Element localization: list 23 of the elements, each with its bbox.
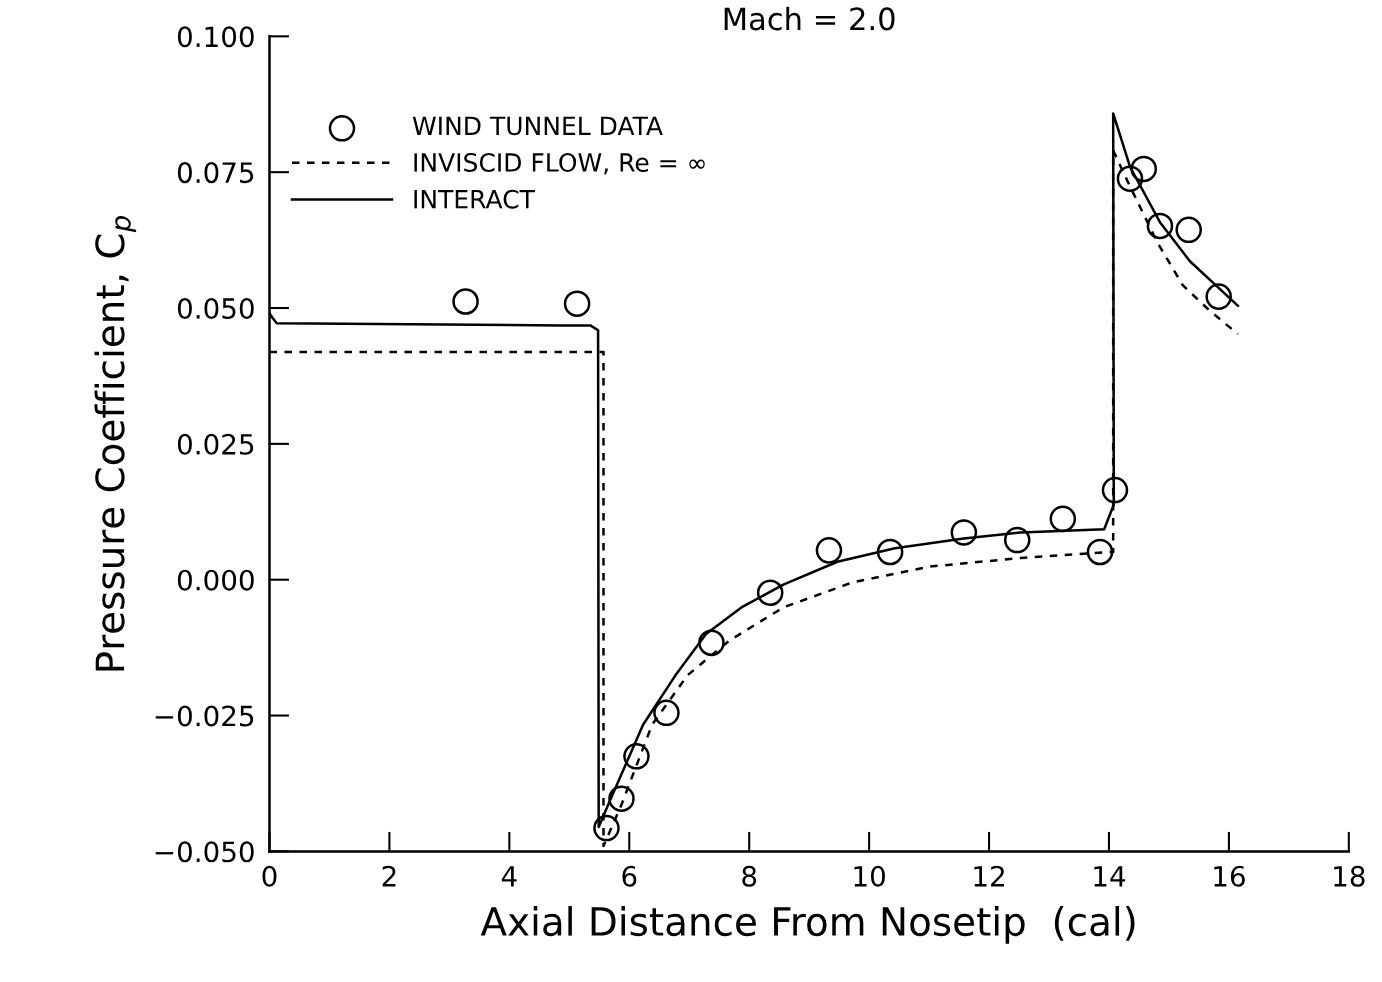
y-tick-label: 0.025 [177, 433, 254, 455]
legend-label: WIND TUNNEL DATA [412, 116, 663, 136]
y-tick-label: −0.025 [155, 705, 254, 727]
x-axis-title: Axial Distance From Nosetip (cal) [480, 906, 1135, 944]
x-tick-label: 4 [501, 866, 517, 887]
x-tick-label: 12 [974, 865, 1004, 887]
y-axis-title: Pressure Coefficient, C$_{p}$ [94, 216, 137, 671]
y-tick-label: 0.100 [177, 26, 254, 48]
x-tick-label: 14 [1094, 866, 1126, 887]
x-tick-label: 0 [262, 865, 277, 887]
chart-title: Mach = 2.0 [724, 6, 895, 31]
legend-label: INVISCID FLOW, Re = ∞ [414, 153, 705, 175]
y-tick-label: 0.050 [177, 297, 254, 319]
x-tick-label: 18 [1334, 865, 1365, 887]
y-tick-label: 0.075 [177, 162, 254, 184]
x-tick-label: 16 [1214, 865, 1245, 887]
legend-label: INTERACT [414, 189, 535, 209]
y-tick-label: 0.000 [177, 569, 254, 591]
y-tick-label: −0.050 [155, 841, 254, 863]
x-tick-label: 8 [742, 865, 757, 887]
x-tick-label: 2 [382, 865, 396, 887]
x-tick-label: 10 [854, 865, 885, 887]
x-tick-label: 6 [622, 865, 637, 887]
